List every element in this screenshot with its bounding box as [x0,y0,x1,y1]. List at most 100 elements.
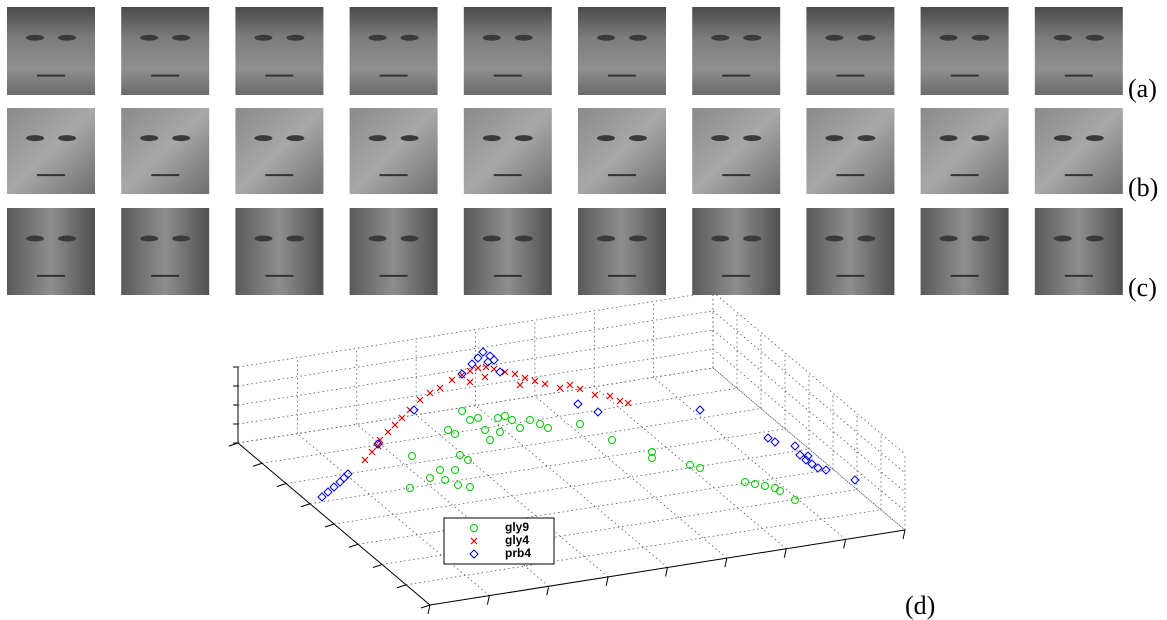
face-image [806,108,894,194]
marker-diamond [574,400,582,408]
marker-cross [449,377,455,383]
marker-cross [617,398,623,404]
face-eye [1054,35,1072,41]
marker-cross [557,385,563,391]
marker-cross [625,400,631,406]
face-eye [743,235,761,241]
marker-diamond [458,370,466,378]
face-image [350,108,438,194]
axis-tick [903,530,905,539]
marker-circle [545,425,552,432]
marker-diamond [594,408,602,416]
marker-cross [467,368,473,374]
face-eye [940,135,958,141]
face-image [235,208,323,295]
marker-circle [527,417,534,424]
marker-cross [467,379,473,385]
face-image [692,108,780,194]
grid-line [334,449,809,524]
face-image [921,208,1009,295]
legend-label: gly9 [505,520,529,534]
marker-diamond [851,476,859,484]
marker-cross [399,415,405,421]
face-image [692,208,780,295]
face-eye [940,35,958,41]
grid-line [654,377,846,539]
face-eye [254,135,272,141]
axis-tick [421,605,430,608]
face-eye [1086,35,1104,41]
marker-cross [437,385,443,391]
face-image [806,7,894,95]
face-eye [972,35,990,41]
marker-cross [567,382,573,388]
face-eye [711,135,729,141]
face-eye [597,35,615,41]
marker-circle [762,483,769,490]
face-eye [515,35,533,41]
axis-tick [397,585,406,588]
face-image [1035,208,1123,295]
marker-cross [385,429,391,435]
marker-circle [697,465,704,472]
face-eye [172,35,190,41]
face-image [578,108,666,194]
face-eye [940,235,958,241]
marker-circle [577,421,584,428]
face-eye [515,235,533,241]
axis-tick [666,568,668,577]
face-image [235,108,323,194]
marker-diamond [479,348,487,356]
marker-cross [427,390,433,396]
marker-circle [442,477,449,484]
axis-tick [301,504,310,507]
marker-diamond [330,483,338,491]
marker-circle [495,415,502,422]
face-eye [401,35,419,41]
grid-line [297,434,489,596]
marker-circle [792,497,799,504]
grid-line [238,311,713,386]
marker-cross [362,457,368,463]
face-eye [857,35,875,41]
face-eye [172,135,190,141]
scatter-points [318,348,859,504]
marker-circle [475,415,482,422]
axis-tick [784,549,786,558]
face-eye [172,235,190,241]
grid-line [310,429,785,504]
marker-circle [517,425,524,432]
face-eye [711,35,729,41]
marker-cross [577,386,583,392]
marker-circle [482,427,489,434]
face-image [7,208,95,295]
marker-diamond [796,451,804,459]
face-eye [857,135,875,141]
face-eye [26,35,44,41]
face-eye [483,35,501,41]
plot-box [229,292,905,614]
face-eye [254,235,272,241]
marker-cross [517,382,523,388]
marker-diamond [771,438,779,446]
face-eye [825,35,843,41]
face-eye [401,135,419,141]
marker-circle [457,452,464,459]
marker-circle [609,437,616,444]
axis-tick [277,484,286,487]
marker-cross [369,449,375,455]
marker-diamond [468,360,476,368]
face-eye [58,35,76,41]
grid-line [358,469,833,544]
face-eye [140,35,158,41]
figure: (a) (b) (c) (d) gly9gly4prb4 [0,0,1167,620]
face-eye [1054,135,1072,141]
face-eye [401,235,419,241]
face-image [7,108,95,194]
marker-cross [502,369,508,375]
face-image [464,7,552,95]
marker-circle [509,417,516,424]
marker-circle [497,429,504,436]
marker-diamond [324,488,332,496]
face-eye [629,35,647,41]
